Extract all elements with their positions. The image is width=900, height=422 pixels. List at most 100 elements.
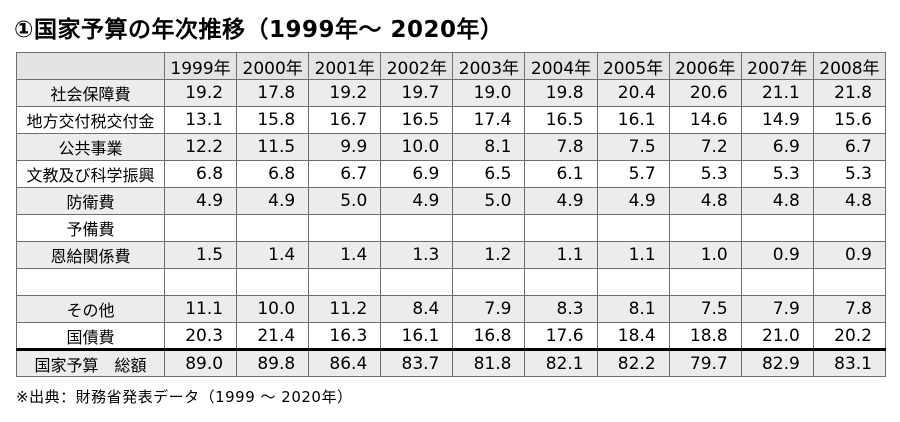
value-cell: 6.1 <box>524 160 598 188</box>
row-label: 防衛費 <box>16 187 165 215</box>
value-cell: 19.8 <box>524 79 598 107</box>
value-cell <box>163 214 238 242</box>
row-label: その他 <box>16 295 165 323</box>
value-cell: 1.2 <box>452 241 526 269</box>
value-cell <box>524 214 598 242</box>
value-cell: 81.8 <box>452 348 526 377</box>
year-header: 2001年 <box>308 52 382 80</box>
value-cell: 14.9 <box>740 106 814 134</box>
table-row: 公共事業 12.2 11.5 9.9 10.0 8.1 7.8 7.5 7.2 6.9 6.7 <box>16 133 887 161</box>
value-cell: 4.9 <box>236 187 310 215</box>
value-cell: 7.8 <box>524 133 598 161</box>
page-title: ①国家予算の年次推移（1999年～ 2020年） <box>14 17 504 43</box>
value-cell <box>163 268 238 296</box>
value-cell: 10.0 <box>380 133 454 161</box>
value-cell: 16.1 <box>596 106 670 134</box>
row-label: 社会保障費 <box>16 79 165 107</box>
value-cell: 17.6 <box>524 322 598 350</box>
value-cell: 89.8 <box>236 348 310 377</box>
value-cell: 1.1 <box>596 241 670 269</box>
value-cell: 4.8 <box>668 187 742 215</box>
value-cell <box>380 214 454 242</box>
value-cell: 21.8 <box>812 79 887 107</box>
value-cell: 82.1 <box>524 348 598 377</box>
value-cell: 20.4 <box>596 79 670 107</box>
value-cell: 20.2 <box>812 322 887 350</box>
corner-cell <box>16 52 165 80</box>
year-header: 1999年 <box>163 52 238 80</box>
row-label: 公共事業 <box>16 133 165 161</box>
value-cell: 7.9 <box>740 295 814 323</box>
value-cell: 16.7 <box>308 106 382 134</box>
value-cell: 13.1 <box>163 106 238 134</box>
value-cell <box>236 268 310 296</box>
value-cell: 19.2 <box>163 79 238 107</box>
year-header: 2000年 <box>236 52 310 80</box>
table-row: 恩給関係費 1.5 1.4 1.4 1.3 1.2 1.1 1.1 1.0 0.9 0.9 <box>16 241 887 269</box>
table-row: 国債費 20.3 21.4 16.3 16.1 16.8 17.6 18.4 18.8 21.0 2… <box>16 322 887 350</box>
value-cell: 83.7 <box>380 348 454 377</box>
value-cell: 5.3 <box>668 160 742 188</box>
value-cell: 6.8 <box>236 160 310 188</box>
value-cell: 7.2 <box>668 133 742 161</box>
value-cell: 8.3 <box>524 295 598 323</box>
total-row: 国家予算 総額 89.0 89.8 86.4 83.7 81.8 82.1 82.2 79.7 8… <box>16 348 887 377</box>
value-cell: 7.9 <box>452 295 526 323</box>
table-row: 予備費 <box>16 214 887 242</box>
value-cell <box>596 214 670 242</box>
value-cell <box>812 214 887 242</box>
value-cell: 12.2 <box>163 133 238 161</box>
value-cell: 16.5 <box>380 106 454 134</box>
value-cell: 0.9 <box>812 241 887 269</box>
value-cell: 19.7 <box>380 79 454 107</box>
value-cell: 6.7 <box>812 133 887 161</box>
value-cell: 6.7 <box>308 160 382 188</box>
value-cell: 21.0 <box>740 322 814 350</box>
value-cell <box>740 268 814 296</box>
value-cell: 8.1 <box>596 295 670 323</box>
value-cell <box>812 268 887 296</box>
value-cell: 5.3 <box>812 160 887 188</box>
year-header: 2005年 <box>596 52 670 80</box>
value-cell: 9.9 <box>308 133 382 161</box>
value-cell <box>452 268 526 296</box>
budget-table: 1999年 2000年 2001年 2002年 2003年 2004年 2005年 2006年… <box>16 52 887 377</box>
header-row: 1999年 2000年 2001年 2002年 2003年 2004年 2005年 2006年… <box>16 52 887 80</box>
value-cell: 1.4 <box>308 241 382 269</box>
value-cell: 4.9 <box>163 187 238 215</box>
value-cell: 4.8 <box>812 187 887 215</box>
row-label: 恩給関係費 <box>16 241 165 269</box>
value-cell: 16.5 <box>524 106 598 134</box>
year-header: 2007年 <box>740 52 814 80</box>
value-cell: 4.8 <box>740 187 814 215</box>
year-header: 2006年 <box>668 52 742 80</box>
table-row: 社会保障費 19.2 17.8 19.2 19.7 19.0 19.8 20.4 20.6 21.… <box>16 79 887 107</box>
value-cell: 8.4 <box>380 295 454 323</box>
value-cell: 5.0 <box>452 187 526 215</box>
value-cell: 6.8 <box>163 160 238 188</box>
value-cell: 4.9 <box>380 187 454 215</box>
value-cell: 11.1 <box>163 295 238 323</box>
year-header: 2008年 <box>812 52 887 80</box>
source-note: ※出典：財務省発表データ（1999 ～ 2020年） <box>16 388 353 406</box>
value-cell: 14.6 <box>668 106 742 134</box>
value-cell: 6.9 <box>380 160 454 188</box>
row-label: 地方交付税交付金 <box>16 106 165 134</box>
value-cell: 1.0 <box>668 241 742 269</box>
value-cell: 7.5 <box>596 133 670 161</box>
value-cell: 5.7 <box>596 160 670 188</box>
value-cell: 83.1 <box>812 348 887 377</box>
value-cell: 21.1 <box>740 79 814 107</box>
table-row: 防衛費 4.9 4.9 5.0 4.9 5.0 4.9 4.9 4.8 4.8 4.8 <box>16 187 887 215</box>
value-cell: 11.2 <box>308 295 382 323</box>
value-cell: 82.9 <box>740 348 814 377</box>
table-row: 文教及び科学振興 6.8 6.8 6.7 6.9 6.5 6.1 5.7 5.3 5.3 5.3 <box>16 160 887 188</box>
value-cell <box>524 268 598 296</box>
value-cell: 86.4 <box>308 348 382 377</box>
table-row <box>16 268 887 296</box>
year-header: 2003年 <box>452 52 526 80</box>
value-cell: 5.3 <box>740 160 814 188</box>
value-cell <box>740 214 814 242</box>
value-cell: 15.6 <box>812 106 887 134</box>
value-cell: 21.4 <box>236 322 310 350</box>
